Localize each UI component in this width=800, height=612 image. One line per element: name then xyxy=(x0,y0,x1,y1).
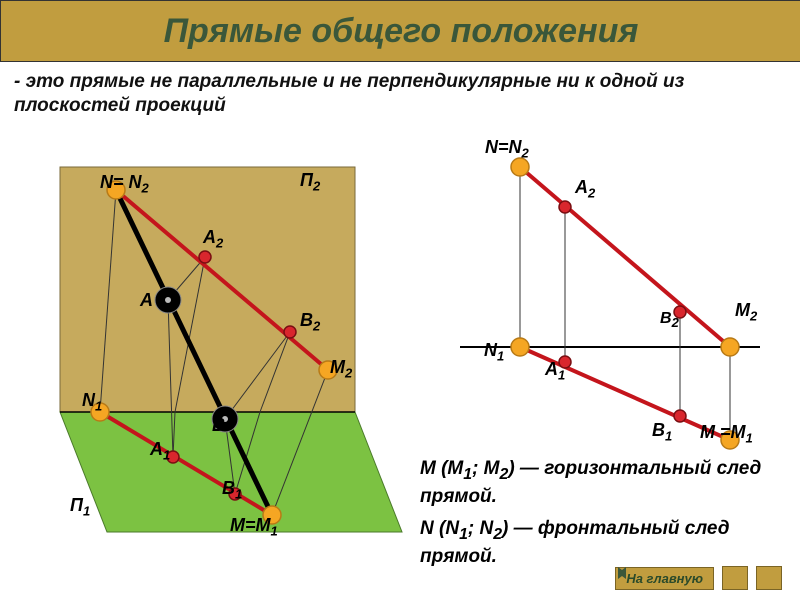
label-A2-left: A2 xyxy=(203,227,223,251)
label-B1-right: B1 xyxy=(652,420,672,444)
nav-prev-button[interactable] xyxy=(722,566,748,590)
title-bar: Прямые общего положения xyxy=(0,0,800,62)
nav-home-button[interactable]: На главную xyxy=(615,567,714,590)
page-title: Прямые общего положения xyxy=(164,12,639,51)
label-B2-right: B2 xyxy=(660,310,679,330)
diagram-area: П2 П1 N= N2 A2 A B2 M2 N1 A1 B B1 M=M1 N… xyxy=(0,122,800,612)
label-A1-right: A1 xyxy=(545,359,565,383)
label-N-left: N= N2 xyxy=(100,172,149,196)
label-B1-left: B1 xyxy=(222,478,242,502)
label-p2: П2 xyxy=(300,170,320,194)
label-M2-left: M2 xyxy=(330,357,352,381)
chevron-right-icon xyxy=(615,566,629,580)
label-M-left: M=M1 xyxy=(230,515,278,539)
label-A1-left: A1 xyxy=(150,439,170,463)
label-N1-left: N1 xyxy=(82,390,102,414)
label-B-left: B xyxy=(212,415,225,436)
label-B2-left: B2 xyxy=(300,310,320,334)
label-N2-right: N=N2 xyxy=(485,137,529,161)
label-p1: П1 xyxy=(70,495,90,519)
caption-N: N (N1; N2) — фронтальный след прямой. xyxy=(420,517,780,570)
label-M1-right: M =M1 xyxy=(700,422,753,446)
label-N1-right: N1 xyxy=(484,340,504,364)
nav-area: На главную xyxy=(615,566,782,590)
subtitle: - это прямые не параллельные и не перпен… xyxy=(14,70,780,118)
label-A2-right: A2 xyxy=(575,177,595,201)
label-A-left: A xyxy=(140,290,153,311)
caption-M: M (M1; M2) — горизонтальный след прямой. xyxy=(420,457,780,510)
nav-next-button[interactable] xyxy=(756,566,782,590)
label-M2-right: M2 xyxy=(735,300,757,324)
